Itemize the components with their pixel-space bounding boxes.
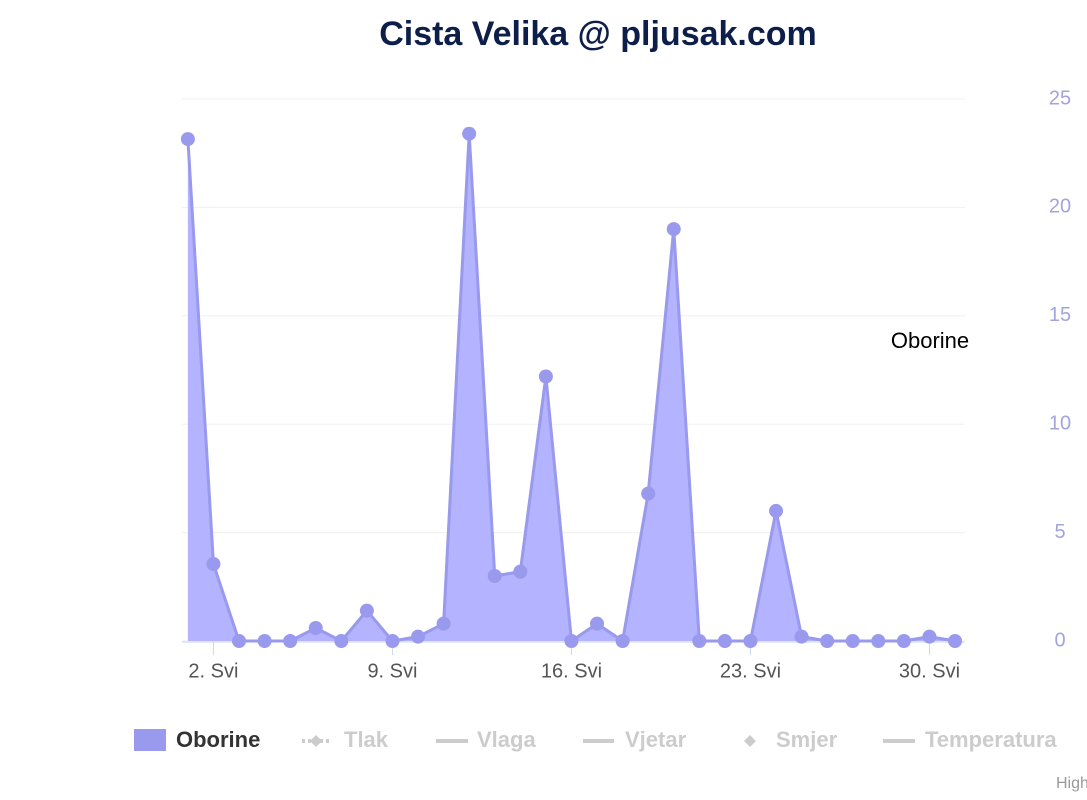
area-line <box>186 132 956 643</box>
legend-symbol[interactable] <box>744 735 756 747</box>
legend-item[interactable]: Vjetar <box>625 727 687 752</box>
point-marker[interactable] <box>666 222 681 237</box>
point-marker[interactable] <box>948 634 963 648</box>
point-marker[interactable] <box>845 634 860 648</box>
y-tick-label: 20 <box>1049 196 1071 218</box>
legend-item[interactable]: Vlaga <box>477 727 536 752</box>
point-marker[interactable] <box>717 634 732 648</box>
point-marker[interactable] <box>283 634 298 648</box>
point-marker[interactable] <box>922 629 937 644</box>
legend-item[interactable]: Smjer <box>776 727 838 752</box>
point-marker[interactable] <box>257 634 272 648</box>
x-tick-label: 30. Svi <box>899 660 960 682</box>
y-axis-title: Oborine <box>891 328 969 353</box>
point-marker[interactable] <box>462 126 477 141</box>
y-tick-label: 0 <box>1054 629 1065 651</box>
x-tick-label: 2. Svi <box>188 660 238 682</box>
point-marker[interactable] <box>692 634 707 648</box>
point-marker[interactable] <box>820 634 835 648</box>
point-marker[interactable] <box>385 634 400 648</box>
point-marker[interactable] <box>232 634 247 648</box>
point-marker[interactable] <box>590 616 605 631</box>
point-marker[interactable] <box>769 503 784 518</box>
point-marker[interactable] <box>206 557 221 572</box>
point-marker[interactable] <box>359 603 374 618</box>
point-marker[interactable] <box>411 629 426 644</box>
point-marker[interactable] <box>871 634 886 648</box>
legend-item[interactable]: Temperatura <box>925 727 1057 752</box>
point-marker[interactable] <box>513 564 528 579</box>
point-marker[interactable] <box>436 616 451 631</box>
chart-title: Cista Velika @ pljusak.com <box>379 15 817 53</box>
point-marker[interactable] <box>615 634 630 648</box>
point-marker[interactable] <box>487 568 502 583</box>
point-marker[interactable] <box>180 132 195 147</box>
legend-symbol[interactable] <box>310 735 322 747</box>
point-marker[interactable] <box>794 629 809 644</box>
x-tick-label: 23. Svi <box>720 660 781 682</box>
y-tick-label: 5 <box>1054 521 1065 543</box>
credits[interactable]: Highcharts.com <box>1056 775 1087 792</box>
point-marker[interactable] <box>538 369 553 384</box>
area-fill <box>187 133 956 642</box>
point-marker[interactable] <box>743 634 758 648</box>
point-marker[interactable] <box>308 620 323 635</box>
legend-item[interactable]: Tlak <box>344 727 389 752</box>
point-marker[interactable] <box>334 634 349 648</box>
legend-symbol[interactable] <box>134 729 166 751</box>
point-marker[interactable] <box>564 634 579 648</box>
x-tick-label: 9. Svi <box>367 660 417 682</box>
point-marker[interactable] <box>641 486 656 501</box>
point-marker[interactable] <box>896 634 911 648</box>
y-tick-label: 15 <box>1049 304 1071 326</box>
y-tick-label: 10 <box>1049 412 1071 434</box>
legend-item[interactable]: Oborine <box>176 727 260 752</box>
y-tick-label: 25 <box>1049 87 1071 109</box>
x-tick-label: 16. Svi <box>541 660 602 682</box>
